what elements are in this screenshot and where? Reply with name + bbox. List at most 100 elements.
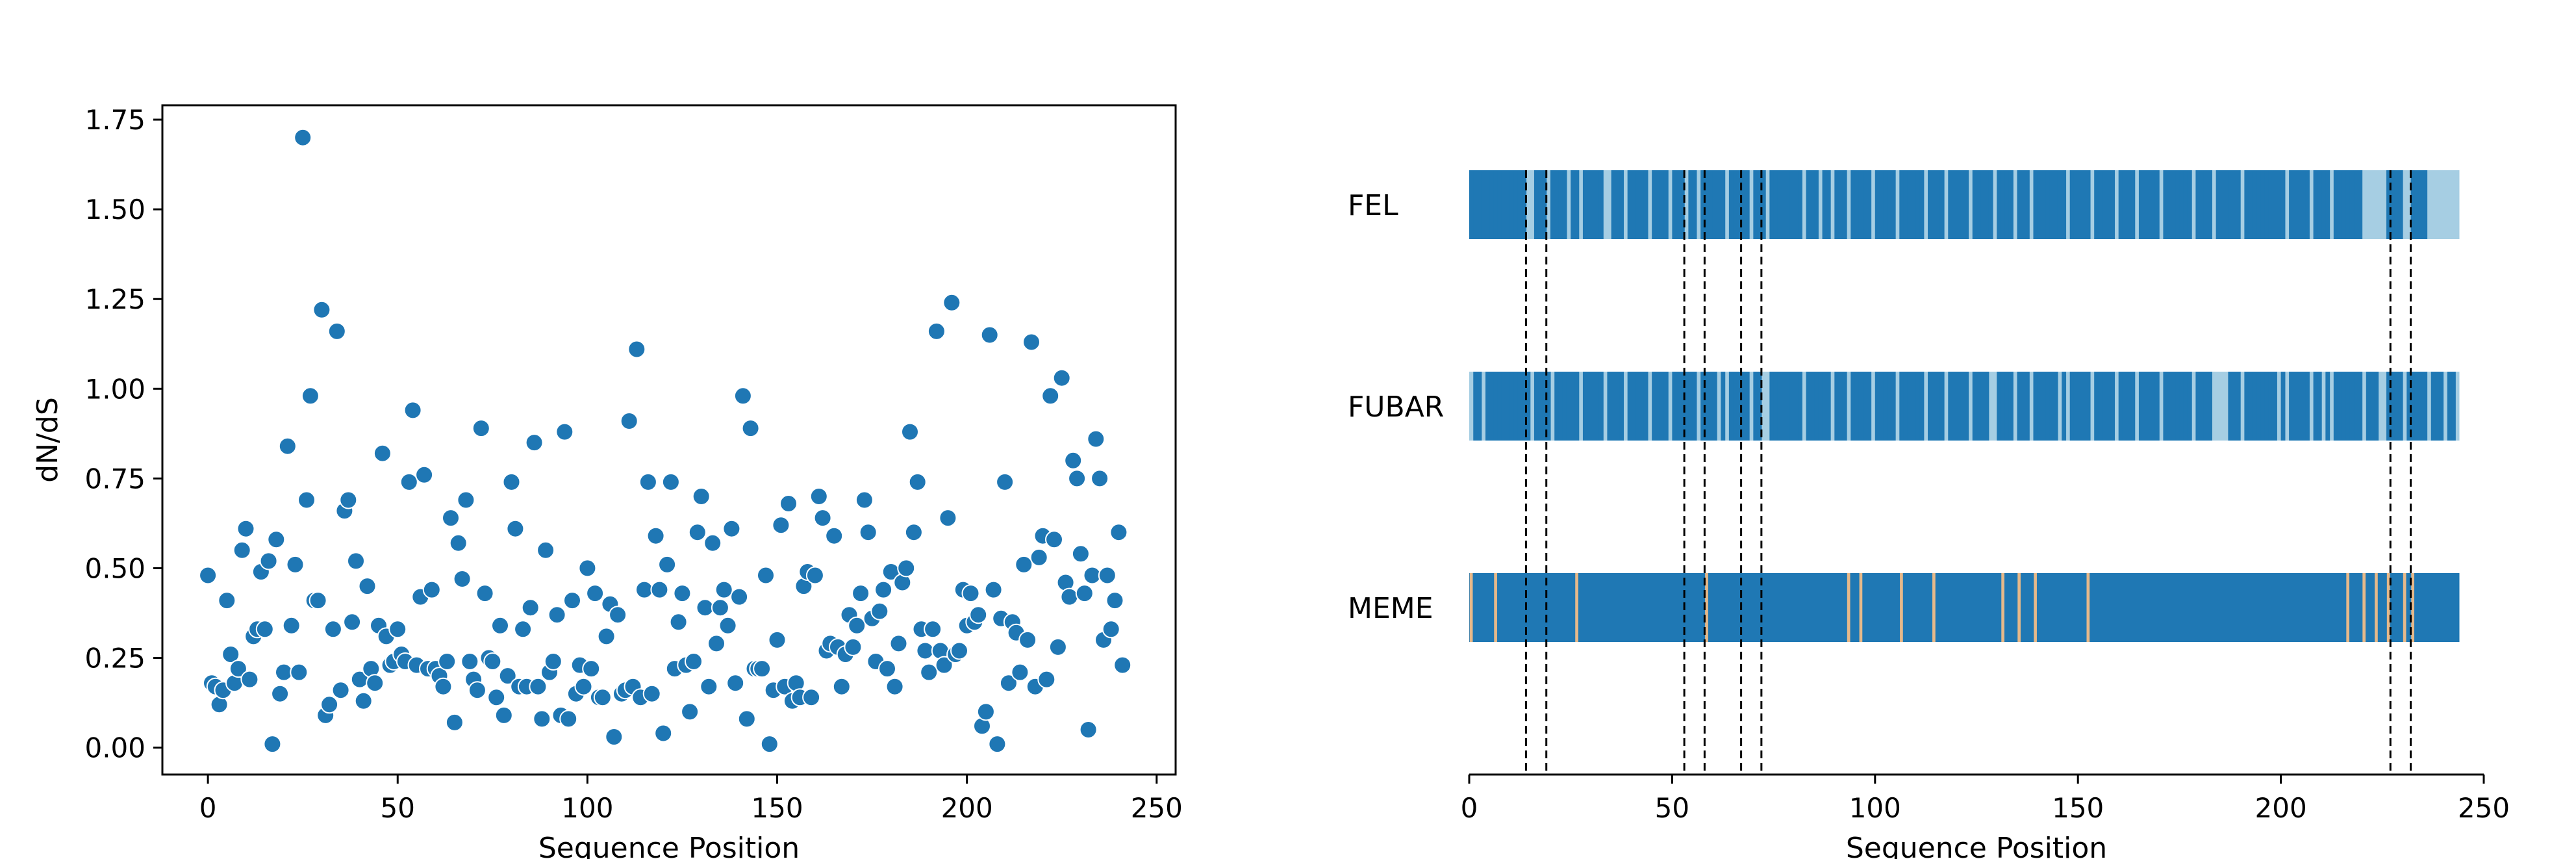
scatter-point xyxy=(627,340,646,359)
scatter-point xyxy=(445,713,464,732)
heatmap-cell xyxy=(1574,170,1580,239)
heatmap-cell xyxy=(1550,170,1555,239)
scatter-point xyxy=(1079,721,1098,739)
heatmap-cell xyxy=(2366,372,2371,441)
heatmap-cell xyxy=(2167,170,2172,239)
heatmap-cell xyxy=(1838,372,1843,441)
scatter-point xyxy=(358,577,377,596)
heatmap-cell xyxy=(2183,372,2188,441)
heatmap-cell xyxy=(1741,372,1746,441)
heatmap-cell xyxy=(1842,372,1847,441)
scatter-point xyxy=(339,491,358,509)
heatmap-cell xyxy=(1782,170,1786,239)
heatmap-cell xyxy=(1469,170,1474,239)
scatter-point xyxy=(692,487,711,506)
heatmap-cell xyxy=(1591,170,1596,239)
scatter-point xyxy=(199,566,218,585)
heatmap-cell xyxy=(2179,170,2184,239)
heatmap-cell xyxy=(1777,372,1782,441)
heatmap-cell xyxy=(1939,372,1945,441)
scatter-point xyxy=(714,580,733,599)
heatmap-cell xyxy=(1554,372,1559,441)
heatmap-cell xyxy=(2049,170,2054,239)
heatmap-cell xyxy=(2001,372,2006,441)
heatmap-cell xyxy=(1497,372,1502,441)
scatter-point xyxy=(301,387,320,405)
heatmap-cell xyxy=(2411,573,2415,642)
heatmap-row-fel xyxy=(1469,170,2460,239)
heatmap-cell xyxy=(2260,170,2266,239)
heatmap-cell xyxy=(2264,372,2269,441)
heatmap-cell xyxy=(1728,372,1734,441)
scatter-point xyxy=(514,620,533,639)
heatmap-cell xyxy=(1863,372,1867,441)
heatmap-cell xyxy=(1477,372,1482,441)
heatmap-cell xyxy=(1506,372,1511,441)
scatter-point xyxy=(343,613,362,632)
scatter-point xyxy=(1109,523,1128,542)
scatter-point xyxy=(642,684,661,703)
heatmap-cell xyxy=(1493,372,1498,441)
x-tick-label: 50 xyxy=(1655,792,1689,824)
scatter-point xyxy=(320,695,339,714)
heatmap-cell xyxy=(1733,170,1737,239)
scatter-point xyxy=(620,412,638,430)
heatmap-cell xyxy=(2268,170,2273,239)
scatter-point xyxy=(733,387,752,405)
heatmap-cell xyxy=(1611,170,1616,239)
heatmap-cell xyxy=(2187,372,2192,441)
heatmap-cell xyxy=(2313,170,2318,239)
heatmap-cell xyxy=(1891,372,1896,441)
heatmap-cell xyxy=(1936,170,1941,239)
heatmap-cell xyxy=(2078,372,2083,441)
heatmap-cell xyxy=(2398,372,2403,441)
y-tick-label: 0.00 xyxy=(84,732,145,764)
heatmap-cell xyxy=(1509,170,1515,239)
scatter-point xyxy=(832,677,851,696)
scatter-point xyxy=(472,419,490,438)
heatmap-cell xyxy=(2317,170,2322,239)
heatmap-cell xyxy=(1566,372,1571,441)
scatter-point xyxy=(1015,555,1033,574)
scatter-point xyxy=(506,519,525,538)
heatmap-cell xyxy=(1522,372,1527,441)
scatter-point xyxy=(597,627,616,646)
scatter-point xyxy=(904,523,923,542)
heatmap-cell xyxy=(2386,372,2391,441)
heatmap-cell xyxy=(1717,170,1721,239)
scatter-point xyxy=(255,620,274,639)
heatmap-cell xyxy=(1522,170,1527,239)
scatter-point xyxy=(939,509,957,528)
heatmap-row-label: FEL xyxy=(1348,189,1398,222)
heatmap-cell xyxy=(2110,170,2115,239)
scatter-point xyxy=(309,591,327,610)
scatter-point xyxy=(779,494,798,513)
scatter-point xyxy=(661,472,680,491)
heatmap-cell xyxy=(1972,372,1977,441)
scatter-point xyxy=(772,516,790,535)
heatmap-cell xyxy=(1672,170,1677,239)
heatmap-cell xyxy=(1997,372,2002,441)
heatmap-cell xyxy=(1501,170,1506,239)
heatmap-cell xyxy=(2130,170,2136,239)
heatmap-cell xyxy=(1826,170,1831,239)
heatmap-cell xyxy=(1976,372,1981,441)
scatter-point xyxy=(1071,545,1090,563)
scatter-point xyxy=(718,616,737,635)
scatter-point xyxy=(399,472,418,491)
heatmap-cell xyxy=(2086,372,2091,441)
scatter-point xyxy=(916,641,935,660)
heatmap-cell xyxy=(1704,372,1710,441)
heatmap-cell xyxy=(2073,170,2078,239)
heatmap-cell xyxy=(2004,372,2010,441)
x-tick-label: 150 xyxy=(751,792,803,824)
heatmap-cell xyxy=(1867,170,1872,239)
heatmap-cell xyxy=(2021,372,2026,441)
heatmap-cell xyxy=(2143,372,2148,441)
heatmap-cell xyxy=(2345,372,2351,441)
heatmap-cell xyxy=(2403,573,2406,642)
heatmap-cell xyxy=(2086,170,2091,239)
heatmap-cell xyxy=(2362,573,2366,642)
scatter-point xyxy=(658,555,677,574)
heatmap-cell xyxy=(2062,372,2067,441)
